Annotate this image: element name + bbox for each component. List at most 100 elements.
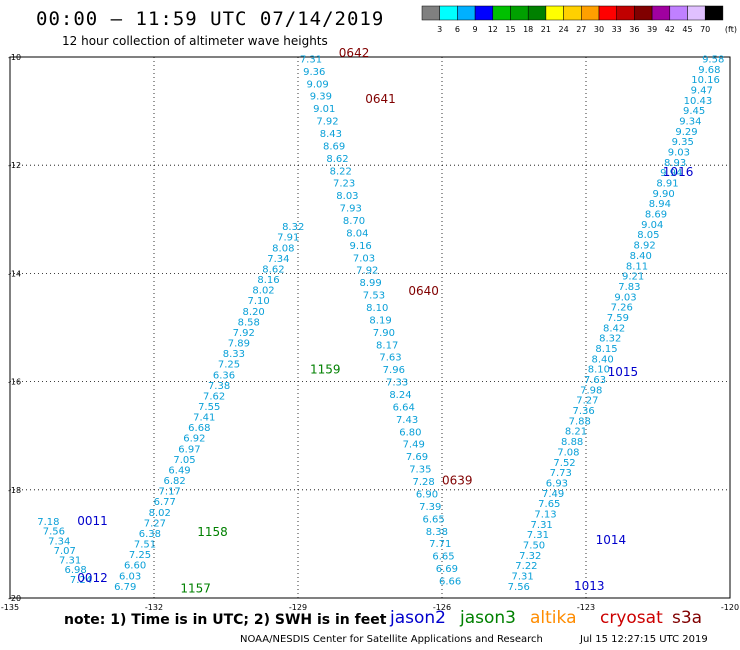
track-point-jason3: 6.77 — [154, 497, 176, 508]
track-point-jason3: 6.92 — [183, 434, 205, 445]
x-tick-label: -132 — [145, 603, 163, 612]
track-point-jason2: 9.03 — [668, 147, 690, 158]
track-point-jason2: 7.49 — [542, 489, 564, 500]
track-point-s3a: 6.80 — [399, 427, 421, 438]
track-point-jason2: 8.21 — [565, 427, 587, 438]
track-point-jason3: 6.38 — [139, 529, 161, 540]
track-point-jason2: 9.90 — [653, 189, 675, 200]
x-tick-label: -135 — [1, 603, 19, 612]
plot-frame — [9, 56, 731, 599]
track-point-s3a: 7.39 — [419, 502, 441, 513]
chart-subtitle: 12 hour collection of altimeter wave hei… — [62, 34, 328, 48]
x-tick-label: -126 — [433, 603, 451, 612]
track-point-s3a: 7.23 — [333, 179, 355, 190]
track-point-jason3: 7.05 — [173, 455, 195, 466]
track-point-s3a: 7.90 — [373, 328, 395, 339]
legend-swatch — [616, 5, 635, 21]
track-time-label: 1159 — [310, 362, 341, 376]
y-tick-label: -16 — [8, 378, 21, 387]
y-tick-label: -20 — [8, 594, 21, 603]
track-point-jason3: 6.97 — [178, 444, 200, 455]
track-point-jason2: 8.91 — [656, 179, 678, 190]
track-point-s3a: 6.90 — [416, 489, 438, 500]
track-point-jason2: 7.08 — [557, 447, 579, 458]
track-point-jason3: 8.32 — [282, 222, 304, 233]
footer-credit: NOAA/NESDIS Center for Satellite Applica… — [240, 634, 543, 645]
legend-swatch — [474, 5, 494, 21]
track-point-s3a: 8.03 — [336, 191, 358, 202]
track-point-s3a: 7.69 — [406, 452, 428, 463]
track-point-s3a: 8.69 — [323, 141, 345, 152]
track-point-s3a: 7.49 — [403, 440, 425, 451]
legend-tick-label: 33 — [612, 25, 622, 34]
track-point-jason2: 10.43 — [684, 96, 713, 107]
legend-swatch — [563, 5, 582, 21]
track-point-s3a: 8.10 — [366, 303, 388, 314]
legend-swatch — [457, 5, 476, 21]
legend-altika: altika — [530, 608, 577, 628]
track-point-jason3: 8.02 — [252, 286, 274, 297]
legend-tick-label: 70 — [700, 25, 710, 34]
track-point-s3a: 6.64 — [393, 402, 415, 413]
footer-timestamp: Jul 15 12:27:15 UTC 2019 — [580, 634, 708, 645]
track-point-jason3: 7.10 — [247, 296, 269, 307]
track-point-jason2: 7.07 — [54, 546, 76, 557]
track-point-s3a: 8.99 — [359, 278, 381, 289]
x-tick-label: -129 — [289, 603, 307, 612]
track-point-jason2: 7.18 — [37, 517, 59, 528]
track-time-label: 1158 — [197, 525, 228, 539]
track-point-jason2: 7.88 — [569, 416, 591, 427]
track-time-label: 1157 — [180, 582, 211, 596]
y-tick-label: -12 — [8, 161, 21, 170]
track-point-s3a: 7.93 — [340, 204, 362, 215]
track-point-jason2: 7.63 — [584, 375, 606, 386]
legend-s3a: s3a — [672, 608, 703, 628]
track-point-s3a: 8.19 — [369, 315, 391, 326]
track-point-jason3: 6.36 — [213, 370, 235, 381]
track-point-jason2: 8.32 — [599, 334, 621, 345]
track-point-jason2: 7.59 — [607, 313, 629, 324]
track-point-jason2: 8.40 — [630, 251, 652, 262]
track-point-s3a: 9.39 — [310, 92, 332, 103]
track-point-jason2: 7.31 — [531, 520, 553, 531]
track-point-s3a: 7.53 — [363, 291, 385, 302]
legend-swatch — [669, 5, 688, 21]
track-point-s3a: 8.04 — [346, 228, 368, 239]
track-point-s3a: 8.43 — [320, 129, 342, 140]
track-point-s3a: 8.22 — [330, 166, 352, 177]
track-point-jason2: 7.50 — [523, 541, 545, 552]
track-point-s3a: 7.33 — [386, 378, 408, 389]
track-point-s3a: 8.70 — [343, 216, 365, 227]
track-point-s3a: 6.66 — [439, 576, 461, 587]
track-point-jason3: 7.17 — [159, 487, 181, 498]
track-point-jason3: 8.02 — [149, 508, 171, 519]
y-tick-label: -14 — [8, 269, 21, 278]
x-tick-label: -123 — [577, 603, 595, 612]
track-time-label: 0639 — [442, 473, 473, 487]
track-point-jason3: 7.89 — [228, 339, 250, 350]
track-time-label: 0640 — [408, 284, 439, 298]
legend-tick-label: 39 — [647, 25, 657, 34]
track-point-s3a: 7.43 — [396, 415, 418, 426]
legend-tick-label: 18 — [523, 25, 533, 34]
legend-tick-label: 3 — [437, 25, 442, 34]
legend-jason3: jason3 — [460, 608, 516, 628]
track-point-jason2: 9.68 — [698, 65, 720, 76]
track-point-jason3: 7.27 — [144, 518, 166, 529]
track-point-s3a: 8.38 — [426, 527, 448, 538]
track-point-jason3: 8.33 — [223, 349, 245, 360]
legend-jason2: jason2 — [390, 608, 446, 628]
track-point-s3a: 7.35 — [409, 465, 431, 476]
legend-swatch — [510, 5, 529, 21]
track-point-jason2: 7.83 — [618, 282, 640, 293]
track-point-jason2: 7.73 — [550, 468, 572, 479]
track-point-jason2: 9.35 — [672, 137, 694, 148]
legend-swatch — [492, 5, 511, 21]
track-time-label: 1013 — [574, 579, 605, 593]
track-point-s3a: 9.01 — [313, 104, 335, 115]
legend-tick-label: 9 — [473, 25, 478, 34]
legend-tick-label: 27 — [576, 25, 586, 34]
track-point-s3a: 9.16 — [350, 241, 372, 252]
track-point-s3a: 8.62 — [326, 154, 348, 165]
